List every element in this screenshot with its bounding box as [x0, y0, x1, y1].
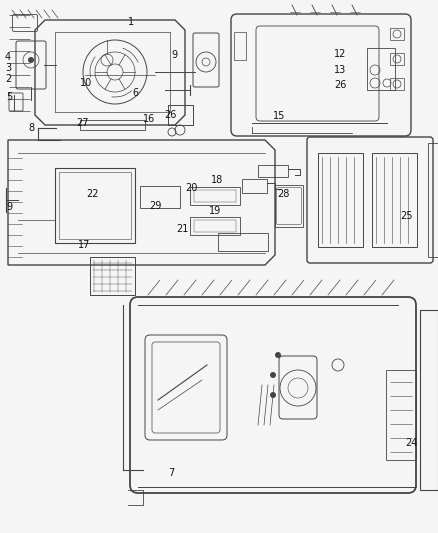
Text: 10: 10 — [80, 78, 92, 88]
Bar — [318, 153, 363, 247]
Text: 13: 13 — [334, 65, 346, 75]
Circle shape — [270, 372, 276, 378]
Text: 9: 9 — [7, 202, 13, 212]
Text: 8: 8 — [28, 123, 35, 133]
Text: 17: 17 — [78, 240, 90, 250]
Text: 5: 5 — [7, 92, 13, 102]
Bar — [218, 233, 268, 251]
Bar — [90, 257, 135, 295]
Bar — [168, 105, 193, 125]
Text: 16: 16 — [143, 115, 155, 124]
Text: 3: 3 — [5, 63, 11, 73]
Bar — [242, 179, 267, 193]
Bar — [194, 220, 236, 232]
Text: 18: 18 — [211, 175, 223, 185]
Bar — [140, 186, 180, 208]
Text: 22: 22 — [87, 189, 99, 199]
Circle shape — [270, 392, 276, 398]
Circle shape — [275, 352, 281, 358]
Text: 12: 12 — [334, 49, 346, 59]
Bar — [390, 28, 404, 40]
Text: 27: 27 — [76, 118, 88, 128]
Bar — [190, 217, 240, 235]
Text: 9: 9 — [171, 51, 177, 60]
Bar — [190, 187, 240, 205]
Text: 6: 6 — [133, 88, 139, 98]
Text: 4: 4 — [5, 52, 11, 62]
Text: 7: 7 — [168, 469, 174, 478]
Bar — [59, 172, 131, 239]
Circle shape — [28, 57, 34, 63]
Bar — [80, 120, 145, 130]
Text: 24: 24 — [406, 439, 418, 448]
Bar — [258, 165, 288, 177]
Bar — [390, 78, 404, 90]
Text: 29: 29 — [149, 201, 162, 211]
Bar — [372, 153, 417, 247]
Text: 1: 1 — [128, 18, 134, 27]
Text: 15: 15 — [273, 111, 286, 121]
Bar — [55, 168, 135, 243]
Text: 26: 26 — [164, 110, 176, 120]
Text: 26: 26 — [334, 80, 346, 90]
Bar — [428, 143, 438, 257]
Bar — [194, 190, 236, 202]
Bar — [234, 32, 246, 60]
Bar — [386, 370, 416, 460]
Bar — [275, 185, 303, 227]
Text: 2: 2 — [5, 75, 11, 84]
Text: 28: 28 — [278, 189, 290, 199]
Text: 19: 19 — [209, 206, 222, 216]
Text: 21: 21 — [176, 224, 188, 233]
Text: 25: 25 — [400, 212, 413, 221]
Bar — [420, 310, 438, 490]
Text: 20: 20 — [186, 183, 198, 192]
Bar — [367, 48, 395, 90]
Bar — [390, 53, 404, 65]
